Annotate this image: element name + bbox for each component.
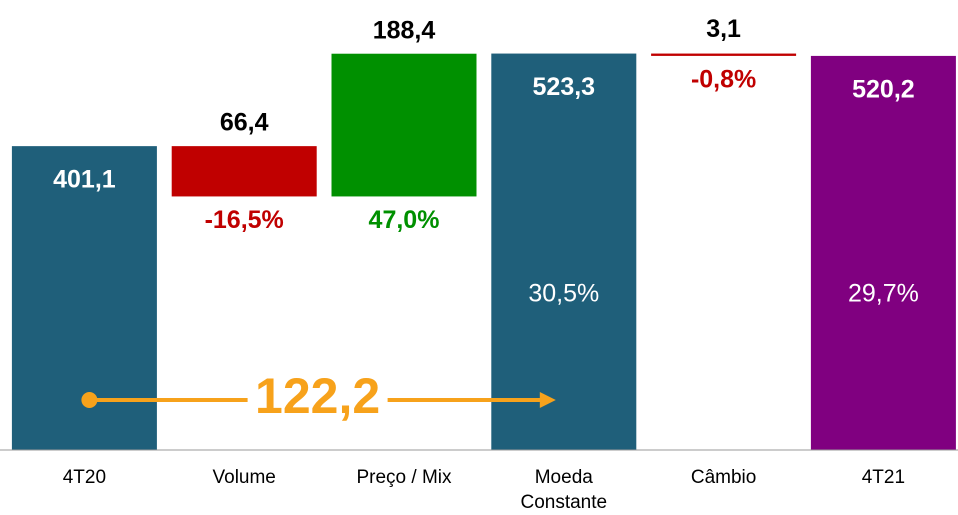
x-tick-label: Moeda Constante <box>520 467 607 513</box>
bar <box>651 53 797 56</box>
x-tick-label: Câmbio <box>691 467 756 488</box>
change-label: -16,5% <box>205 206 284 234</box>
value-label: 401,1 <box>53 166 116 194</box>
bar <box>171 146 317 197</box>
change-label: 30,5% <box>528 280 599 308</box>
x-tick-label: 4T21 <box>862 467 905 488</box>
value-label: 3,1 <box>706 15 741 43</box>
annotation-arrowhead <box>539 392 556 408</box>
value-label: 523,3 <box>533 73 596 101</box>
change-label: 47,0% <box>369 206 440 234</box>
annotation-bg <box>247 372 388 428</box>
bar <box>331 53 477 197</box>
bar <box>810 55 956 451</box>
bar <box>491 53 637 450</box>
x-tick-label: 4T20 <box>63 467 106 488</box>
value-label: 66,4 <box>220 109 269 137</box>
annotation-text: 122,2 <box>255 368 380 424</box>
value-label: 520,2 <box>852 76 915 104</box>
change-label: -0,8% <box>691 66 756 94</box>
change-label: 29,7% <box>848 280 919 308</box>
x-tick-label: Volume <box>213 467 276 488</box>
value-label: 188,4 <box>373 16 436 44</box>
x-tick-label: Preço / Mix <box>356 467 452 488</box>
